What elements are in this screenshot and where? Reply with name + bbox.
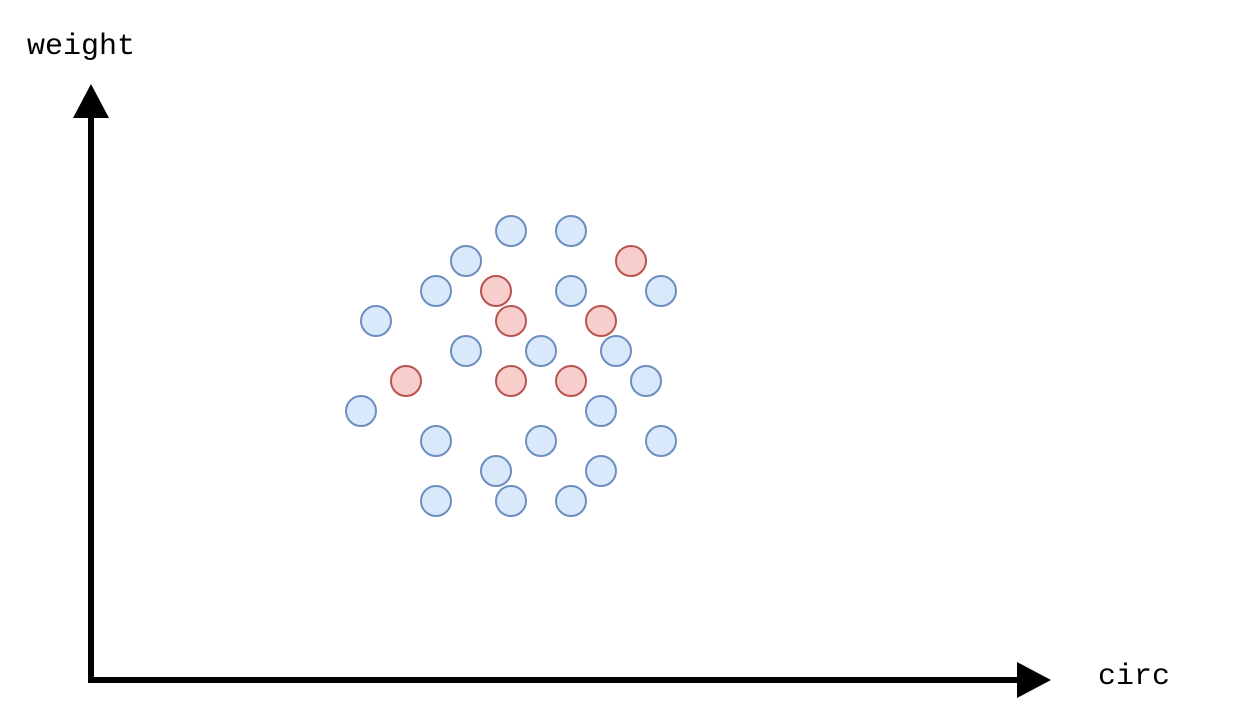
- blue-point: [600, 335, 632, 367]
- blue-point: [450, 245, 482, 277]
- y-axis-arrowhead: [73, 84, 109, 118]
- blue-point: [555, 215, 587, 247]
- blue-point: [495, 215, 527, 247]
- red-point: [390, 365, 422, 397]
- red-point: [480, 275, 512, 307]
- points-layer: [345, 215, 677, 517]
- y-axis-label: weight: [27, 30, 135, 64]
- x-axis-arrowhead: [1017, 662, 1051, 698]
- red-point: [495, 305, 527, 337]
- blue-point: [585, 455, 617, 487]
- blue-point: [645, 425, 677, 457]
- blue-point: [630, 365, 662, 397]
- blue-point: [555, 275, 587, 307]
- blue-point: [645, 275, 677, 307]
- blue-point: [555, 485, 587, 517]
- blue-point: [525, 425, 557, 457]
- blue-point: [360, 305, 392, 337]
- blue-point: [345, 395, 377, 427]
- blue-point: [495, 485, 527, 517]
- red-point: [495, 365, 527, 397]
- red-point: [585, 305, 617, 337]
- x-axis-label: circ: [1098, 660, 1170, 694]
- blue-point: [525, 335, 557, 367]
- blue-point: [420, 485, 452, 517]
- blue-point: [450, 335, 482, 367]
- red-point: [615, 245, 647, 277]
- blue-point: [420, 275, 452, 307]
- blue-point: [420, 425, 452, 457]
- red-point: [555, 365, 587, 397]
- blue-point: [585, 395, 617, 427]
- blue-point: [480, 455, 512, 487]
